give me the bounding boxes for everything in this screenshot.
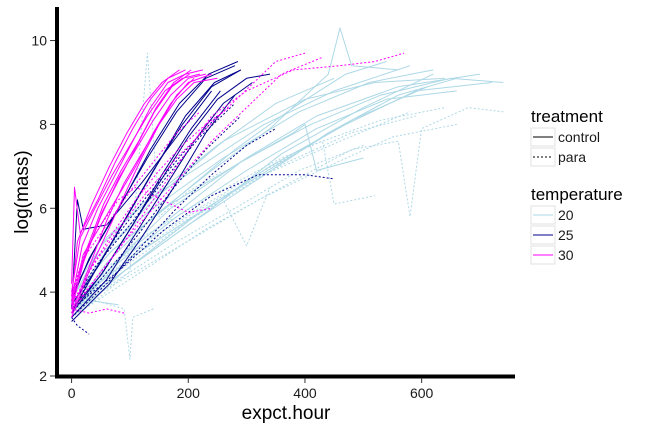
series-line-20-para-19 <box>71 144 364 314</box>
y-tick-label-4: 10 <box>31 33 47 49</box>
series-line-20-para-21 <box>71 52 224 318</box>
series-line-20-para-23 <box>71 187 271 314</box>
legend-label-0-0: control <box>558 129 600 145</box>
legend-label-1-1: 25 <box>558 227 574 243</box>
legend-label-1-2: 30 <box>558 247 574 263</box>
series-line-30-control-45 <box>71 73 212 305</box>
legend-title-0: treatment <box>531 107 603 126</box>
series-line-20-control-1 <box>71 73 481 314</box>
series-line-20-control-10 <box>71 73 434 310</box>
series-line-30-para-55 <box>71 52 405 310</box>
series-line-30-control-47 <box>71 77 218 318</box>
series-line-30-para-56 <box>71 308 125 314</box>
x-tick-label-0: 0 <box>68 385 76 401</box>
series-line-20-control-11 <box>71 77 504 297</box>
x-axis-title: expct.hour <box>242 403 331 424</box>
series-line-30-control-46 <box>71 69 186 284</box>
series-line-30-para-52 <box>71 52 306 305</box>
series-line-20-control-3 <box>71 77 457 310</box>
series-line-20-control-9 <box>71 90 457 314</box>
series-line-25-para-39 <box>71 317 90 335</box>
x-tick-label-1: 200 <box>177 385 201 401</box>
series-line-30-control-42 <box>71 73 201 293</box>
legend-title-1: temperature <box>531 185 623 204</box>
series-line-20-para-15 <box>71 111 411 314</box>
series-line-20-para-16 <box>71 107 446 310</box>
series-line-20-control-12 <box>71 27 399 314</box>
series-line-20-para-20 <box>71 123 457 310</box>
series-line-20-control-8 <box>71 69 434 301</box>
y-tick-label-3: 8 <box>39 116 47 132</box>
series-line-20-para-17 <box>71 107 504 318</box>
data-lines <box>71 27 504 360</box>
legend-label-0-1: para <box>558 149 586 165</box>
legend-label-1-0: 20 <box>558 207 574 223</box>
series-line-25-control-29 <box>71 69 242 305</box>
series-line-20-control-13 <box>71 123 364 310</box>
series-line-25-para-37 <box>71 103 236 305</box>
x-tick-label-2: 400 <box>293 385 317 401</box>
y-axis-title: log(mass) <box>12 150 33 233</box>
y-tick-label-2: 6 <box>39 200 47 216</box>
y-tick-label-0: 2 <box>39 368 47 384</box>
series-line-20-para-18 <box>71 115 416 306</box>
series-line-30-control-49 <box>71 73 190 310</box>
series-line-25-para-35 <box>71 128 277 318</box>
series-line-30-control-48 <box>71 69 204 301</box>
series-line-30-para-54 <box>71 186 212 293</box>
series-line-20-para-22 <box>71 140 376 301</box>
x-tick-label-3: 600 <box>410 385 434 401</box>
series-line-30-para-53 <box>71 111 201 297</box>
series-line-25-control-33 <box>71 94 236 322</box>
series-line-25-control-27 <box>71 65 236 301</box>
axis-ticks: 0 200 400 600 2 4 6 8 10 <box>31 33 433 401</box>
series-line-30-control-44 <box>71 69 180 297</box>
series-line-25-control-30 <box>71 90 221 314</box>
series-line-25-control-28 <box>71 82 253 318</box>
series-line-25-para-34 <box>71 115 242 314</box>
y-tick-label-1: 4 <box>39 284 47 300</box>
legend: treatment control para temperature 20 25 30 <box>530 107 623 265</box>
series-line-25-para-36 <box>71 174 335 310</box>
series-line-25-control-32 <box>71 61 239 297</box>
